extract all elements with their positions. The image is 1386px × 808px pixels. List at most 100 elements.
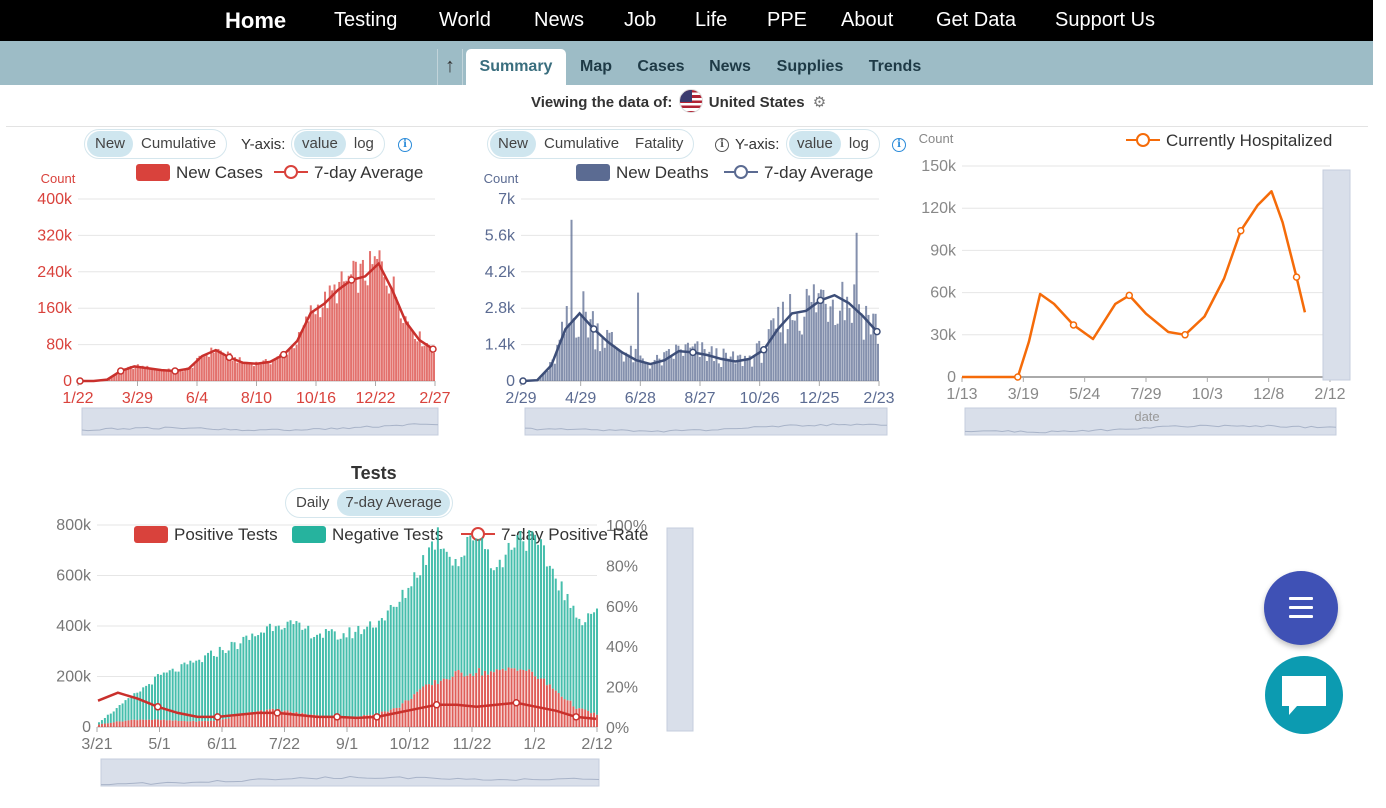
average-point — [759, 346, 768, 354]
death-bar — [551, 359, 554, 381]
cases-cumulative-option[interactable]: Cumulative — [141, 135, 217, 152]
case-bar — [302, 325, 305, 381]
positive-bar — [265, 709, 268, 727]
tab-map[interactable]: Map — [580, 58, 612, 75]
negative-bar — [324, 629, 327, 717]
nav-get-data[interactable]: Get Data — [936, 9, 1017, 31]
deaths-new-option[interactable]: New — [490, 131, 537, 157]
tab-summary[interactable]: Summary — [466, 49, 566, 85]
positive-bar — [151, 719, 154, 727]
negative-bar — [162, 672, 165, 720]
nav-support-us[interactable]: Support Us — [1055, 9, 1156, 31]
death-bar — [696, 341, 699, 381]
negative-bar — [295, 621, 298, 712]
negative-bar — [372, 627, 375, 715]
positive-bar — [545, 685, 548, 727]
cases-new-option[interactable]: New — [87, 131, 134, 157]
tests-mode-toggle: Daily 7-day Average — [285, 488, 453, 518]
negative-bar — [501, 567, 504, 669]
positive-bar — [333, 716, 336, 727]
death-bar — [591, 311, 594, 381]
positive-bar — [525, 670, 528, 727]
nav-home[interactable]: Home — [225, 8, 287, 33]
cases-log-option[interactable]: log — [353, 135, 374, 152]
deaths-value-option[interactable]: value — [789, 131, 841, 157]
negative-bar — [466, 536, 469, 676]
death-bar — [549, 362, 552, 381]
deaths-fatality-option[interactable]: Fatality — [635, 135, 684, 152]
nav-life[interactable]: Life — [695, 9, 728, 31]
positive-bar — [463, 676, 466, 727]
death-bar — [857, 304, 860, 381]
negative-bar — [404, 597, 407, 701]
cases-yaxis-label: Y-axis: — [241, 136, 286, 153]
info-icon[interactable]: i — [715, 138, 729, 152]
positive-bar — [486, 674, 489, 727]
negative-bar — [481, 537, 484, 676]
negative-bar — [218, 646, 221, 721]
nav-ppe[interactable]: PPE — [767, 9, 808, 31]
menu-button[interactable] — [1264, 571, 1338, 645]
death-bar — [805, 288, 808, 381]
death-bar — [829, 306, 832, 381]
case-bar — [423, 345, 426, 381]
negative-bar — [584, 622, 587, 710]
negative-bar — [439, 548, 442, 681]
death-bar — [853, 284, 856, 381]
case-bar — [395, 297, 398, 381]
case-bar — [122, 368, 125, 381]
deaths-cumulative-option[interactable]: Cumulative — [544, 135, 620, 152]
positive-bar — [366, 715, 369, 727]
nav-world[interactable]: World — [439, 9, 491, 31]
y-tick-label: 1.4k — [485, 337, 516, 354]
negative-bar — [540, 539, 543, 679]
tests-daily-option[interactable]: Daily — [296, 494, 330, 511]
negative-bar — [510, 549, 513, 669]
tests-7day-option[interactable]: 7-day Average — [337, 490, 450, 516]
negative-bar — [321, 637, 324, 717]
case-bar — [245, 361, 248, 381]
case-bar — [255, 361, 258, 381]
nav-testing[interactable]: Testing — [334, 9, 398, 31]
death-bar — [786, 329, 789, 381]
legend-label: Negative Tests — [332, 525, 443, 544]
negative-bar — [557, 590, 560, 694]
cases-value-option[interactable]: value — [294, 131, 346, 157]
info-icon[interactable]: i — [398, 138, 412, 152]
positive-bar — [413, 694, 416, 727]
death-bar — [580, 315, 583, 381]
tab-supplies[interactable]: Supplies — [776, 58, 844, 75]
negative-bar — [139, 691, 142, 720]
info-icon[interactable]: i — [892, 138, 906, 152]
tab-news[interactable]: News — [709, 58, 751, 75]
positive-bar — [484, 670, 487, 727]
deaths-log-option[interactable]: log — [848, 135, 869, 152]
chat-button[interactable] — [1265, 656, 1343, 734]
legend-swatch — [292, 526, 326, 543]
gear-icon[interactable]: ⚙ — [812, 94, 827, 111]
nav-job[interactable]: Job — [624, 9, 657, 31]
tab-trends[interactable]: Trends — [868, 58, 922, 75]
case-bar — [108, 378, 111, 381]
y-axis-label: Count — [41, 171, 76, 186]
positive-bar — [336, 718, 339, 727]
negative-bar — [454, 559, 457, 672]
death-bar — [800, 334, 803, 381]
nav-news[interactable]: News — [534, 9, 585, 31]
negative-bar — [230, 641, 233, 717]
positive-bar — [136, 720, 139, 727]
death-bar — [589, 319, 592, 381]
death-bar — [831, 299, 834, 381]
case-bar — [383, 277, 386, 381]
nav-about[interactable]: About — [841, 9, 894, 31]
death-bar — [781, 301, 784, 381]
negative-bar — [522, 541, 525, 670]
tab-cases[interactable]: Cases — [637, 58, 685, 75]
positive-bar — [445, 679, 448, 727]
rate-point — [333, 713, 341, 721]
arrow-up-icon[interactable]: ↑ — [437, 49, 463, 85]
positive-bar — [522, 669, 525, 727]
death-bar — [596, 323, 599, 381]
region-selector[interactable]: Viewing the data of: United States ⚙ — [531, 89, 827, 114]
negative-bar — [330, 629, 333, 718]
